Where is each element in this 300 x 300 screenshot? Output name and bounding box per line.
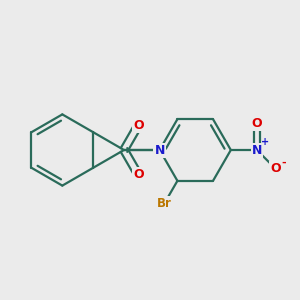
Text: -: - (281, 158, 286, 168)
Text: O: O (133, 168, 144, 182)
Text: N: N (252, 143, 262, 157)
Text: O: O (133, 118, 144, 132)
Text: O: O (251, 118, 262, 130)
Text: O: O (270, 162, 280, 175)
Text: N: N (154, 143, 165, 157)
Text: Br: Br (157, 197, 172, 210)
Text: +: + (261, 137, 269, 147)
